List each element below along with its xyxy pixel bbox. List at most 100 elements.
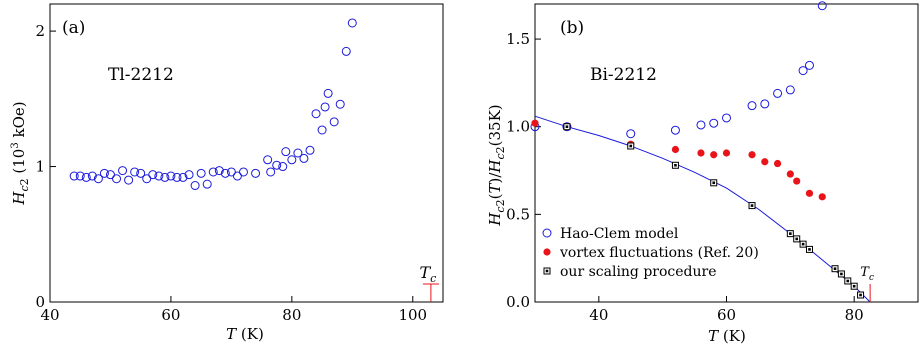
data-point xyxy=(670,125,680,135)
data-point xyxy=(347,18,357,28)
data-point xyxy=(87,171,97,181)
data-point xyxy=(817,1,827,11)
data-point xyxy=(305,145,315,155)
data-point xyxy=(148,170,158,180)
data-point xyxy=(722,149,731,157)
data-point xyxy=(112,174,122,184)
data-point xyxy=(710,151,718,159)
data-point xyxy=(335,99,345,109)
data-point xyxy=(130,167,140,177)
data-point xyxy=(166,171,176,181)
data-point xyxy=(805,189,814,197)
data-point xyxy=(202,179,212,189)
data-point xyxy=(793,177,801,185)
data-point xyxy=(804,60,814,70)
panel-b: 40 60 800.00.51.01.5 Tc (b) Bi-2212 T (K) … xyxy=(486,1,919,345)
data-point xyxy=(709,118,719,128)
x-tick-label: 60 xyxy=(161,306,180,324)
data-point xyxy=(543,267,551,275)
data-point xyxy=(542,228,552,238)
data-point xyxy=(220,168,230,178)
series-2 xyxy=(563,123,865,299)
x-tick-label: 80 xyxy=(845,306,864,324)
data-point xyxy=(785,85,795,95)
legend-item: vortex fluctuations (Ref. 20) xyxy=(543,245,759,261)
data-point xyxy=(857,291,865,299)
panel-b-xlabel: T (K) xyxy=(708,327,746,345)
data-point xyxy=(844,277,852,285)
data-point xyxy=(281,147,291,157)
data-point xyxy=(287,155,297,165)
data-point xyxy=(105,170,115,180)
series-0 xyxy=(69,18,357,191)
data-point xyxy=(710,179,718,187)
data-point xyxy=(760,99,770,109)
data-point xyxy=(154,171,164,181)
data-point xyxy=(208,167,218,177)
data-point xyxy=(748,202,756,210)
data-point xyxy=(627,142,635,150)
legend-item: Hao-Clem model xyxy=(542,226,679,242)
data-point xyxy=(160,172,170,182)
data-point xyxy=(118,166,128,176)
data-point xyxy=(563,123,571,131)
data-point xyxy=(251,168,261,178)
data-point xyxy=(773,159,782,168)
panel-a-points xyxy=(69,18,357,191)
data-point xyxy=(178,172,188,182)
data-point xyxy=(299,153,309,163)
panel-b-legend: Hao-Clem model vortex fluctuations (Ref. … xyxy=(542,226,759,280)
data-point xyxy=(626,129,636,139)
data-point xyxy=(190,181,200,191)
data-point xyxy=(75,171,85,181)
data-point xyxy=(81,172,91,182)
data-point xyxy=(671,161,679,169)
y-tick-label: 2 xyxy=(35,22,45,40)
legend-item: our scaling procedure xyxy=(543,264,717,280)
data-point xyxy=(317,125,327,135)
data-point xyxy=(773,88,783,98)
data-point xyxy=(238,167,248,177)
panel-b-ylabel: Hc2(T)/Hc2(35K) xyxy=(486,104,507,226)
y-tick-label: 1 xyxy=(35,158,45,176)
x-tick-label: 60 xyxy=(717,306,736,324)
panel-a-ticks: 40 60 80 100 0 1 2 xyxy=(35,22,427,324)
data-point xyxy=(722,113,731,123)
legend-label: Hao-Clem model xyxy=(560,226,679,242)
data-point xyxy=(272,160,282,170)
data-point xyxy=(799,240,807,248)
data-point xyxy=(837,270,845,278)
panel-a-label: (a) xyxy=(62,18,85,38)
data-point xyxy=(697,149,705,157)
data-point xyxy=(831,265,839,273)
y-tick-label: 0.5 xyxy=(506,205,530,223)
data-point xyxy=(696,120,706,130)
panel-a: 40 60 80 100 0 1 2 Tc (a) Tl-2212 T (K) Hc2 (1… xyxy=(10,3,444,343)
data-point xyxy=(671,145,680,154)
data-point xyxy=(69,171,79,181)
panel-a-annotation: Tl-2212 xyxy=(108,65,174,85)
data-point xyxy=(93,174,103,184)
data-point xyxy=(99,168,109,178)
x-tick-label: 100 xyxy=(398,306,427,324)
data-point xyxy=(793,235,801,243)
panel-a-xlabel: T (K) xyxy=(226,325,264,343)
data-point xyxy=(320,102,330,112)
legend-label: vortex fluctuations (Ref. 20) xyxy=(559,245,759,261)
data-point xyxy=(136,168,146,178)
tc-label: Tc xyxy=(419,263,436,285)
panel-a-tc-marker: Tc xyxy=(419,263,439,302)
panel-a-ylabel: Hc2 (103 kOe) xyxy=(10,101,31,205)
y-tick-label: 0.0 xyxy=(506,293,530,311)
data-point xyxy=(311,109,321,119)
data-point xyxy=(329,117,339,127)
data-point xyxy=(263,155,273,165)
x-tick-label: 40 xyxy=(40,306,59,324)
x-tick-label: 40 xyxy=(589,306,608,324)
y-tick-label: 1.0 xyxy=(506,118,530,136)
data-point xyxy=(748,151,756,159)
data-point xyxy=(786,170,794,178)
data-point xyxy=(747,101,757,111)
panel-a-frame xyxy=(49,3,444,303)
data-point xyxy=(798,66,808,76)
